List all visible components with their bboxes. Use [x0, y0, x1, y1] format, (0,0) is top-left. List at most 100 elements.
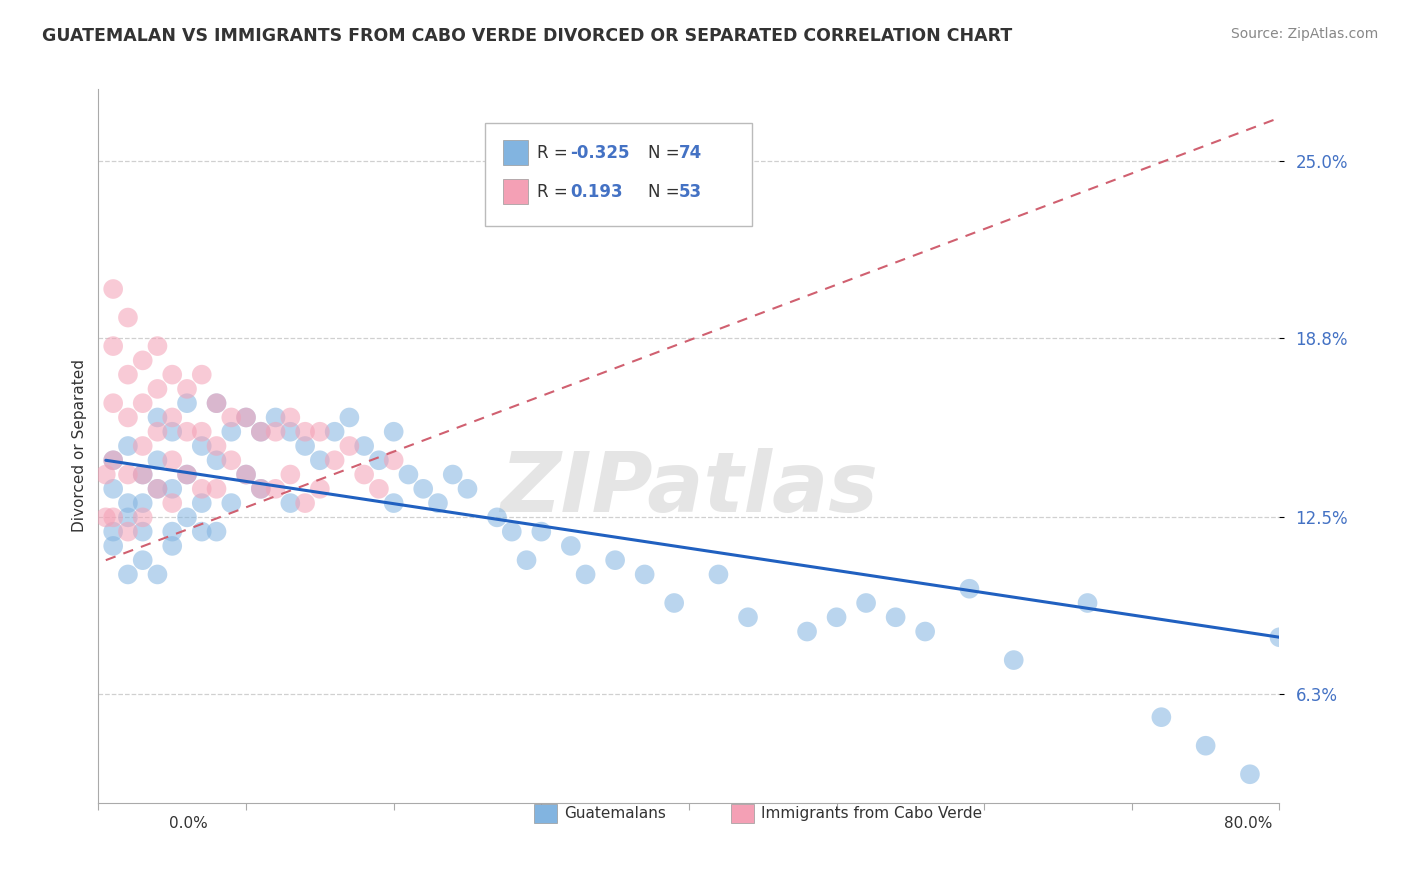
- Point: [1002, 653, 1025, 667]
- Point: [191, 524, 214, 539]
- Point: [796, 624, 818, 639]
- Point: [132, 553, 155, 567]
- Point: [103, 396, 125, 410]
- Point: [146, 482, 169, 496]
- Point: [605, 553, 627, 567]
- Point: [117, 567, 139, 582]
- Point: [221, 453, 243, 467]
- Point: [368, 453, 391, 467]
- Point: [486, 510, 509, 524]
- Point: [146, 453, 169, 467]
- Point: [884, 610, 907, 624]
- Point: [176, 510, 198, 524]
- Point: [132, 396, 155, 410]
- Text: Guatemalans: Guatemalans: [564, 806, 665, 821]
- Point: [280, 467, 302, 482]
- Point: [382, 496, 405, 510]
- Point: [191, 482, 214, 496]
- Point: [103, 453, 125, 467]
- Point: [103, 282, 125, 296]
- Point: [162, 410, 183, 425]
- Point: [914, 624, 936, 639]
- Text: 80.0%: 80.0%: [1225, 816, 1272, 831]
- Point: [146, 410, 169, 425]
- Point: [427, 496, 450, 510]
- Point: [146, 482, 169, 496]
- Point: [176, 382, 198, 396]
- Point: [221, 410, 243, 425]
- Point: [855, 596, 877, 610]
- Point: [264, 425, 287, 439]
- Point: [205, 396, 228, 410]
- Point: [250, 482, 273, 496]
- Point: [205, 453, 228, 467]
- Point: [353, 439, 375, 453]
- Point: [117, 368, 139, 382]
- Point: [191, 368, 214, 382]
- Point: [117, 410, 139, 425]
- Point: [959, 582, 981, 596]
- Point: [191, 425, 214, 439]
- Point: [117, 510, 139, 524]
- Point: [280, 496, 302, 510]
- Point: [235, 410, 257, 425]
- Point: [146, 567, 169, 582]
- Text: N =: N =: [648, 144, 685, 161]
- Point: [205, 482, 228, 496]
- Point: [205, 396, 228, 410]
- Text: Source: ZipAtlas.com: Source: ZipAtlas.com: [1230, 27, 1378, 41]
- Point: [382, 453, 405, 467]
- Point: [280, 410, 302, 425]
- Point: [516, 553, 538, 567]
- Point: [162, 496, 183, 510]
- Point: [1150, 710, 1173, 724]
- Point: [441, 467, 464, 482]
- Point: [264, 410, 287, 425]
- Text: N =: N =: [648, 183, 685, 201]
- Point: [146, 425, 169, 439]
- Point: [560, 539, 582, 553]
- Point: [103, 339, 125, 353]
- Point: [825, 610, 848, 624]
- Point: [235, 467, 257, 482]
- Point: [162, 368, 183, 382]
- Point: [530, 524, 553, 539]
- Point: [737, 610, 759, 624]
- Point: [176, 425, 198, 439]
- Text: 74: 74: [679, 144, 702, 161]
- Point: [205, 524, 228, 539]
- Point: [103, 482, 125, 496]
- Text: R =: R =: [537, 144, 572, 161]
- Point: [132, 524, 155, 539]
- Point: [294, 439, 316, 453]
- Point: [162, 425, 183, 439]
- Point: [250, 482, 273, 496]
- Point: [280, 425, 302, 439]
- Point: [162, 524, 183, 539]
- Point: [309, 453, 332, 467]
- Point: [221, 496, 243, 510]
- Point: [132, 467, 155, 482]
- Text: ZIPatlas: ZIPatlas: [501, 449, 877, 529]
- Text: -0.325: -0.325: [571, 144, 630, 161]
- Point: [368, 482, 391, 496]
- Point: [309, 482, 332, 496]
- Point: [103, 510, 125, 524]
- Point: [132, 496, 155, 510]
- Point: [339, 410, 361, 425]
- Point: [339, 439, 361, 453]
- Point: [264, 482, 287, 496]
- Point: [664, 596, 686, 610]
- Point: [501, 524, 523, 539]
- Point: [132, 510, 155, 524]
- Point: [176, 396, 198, 410]
- Point: [235, 410, 257, 425]
- Text: Immigrants from Cabo Verde: Immigrants from Cabo Verde: [761, 806, 981, 821]
- Point: [146, 382, 169, 396]
- Point: [94, 467, 117, 482]
- Point: [103, 524, 125, 539]
- Point: [323, 425, 346, 439]
- Point: [191, 496, 214, 510]
- Point: [250, 425, 273, 439]
- Point: [1077, 596, 1099, 610]
